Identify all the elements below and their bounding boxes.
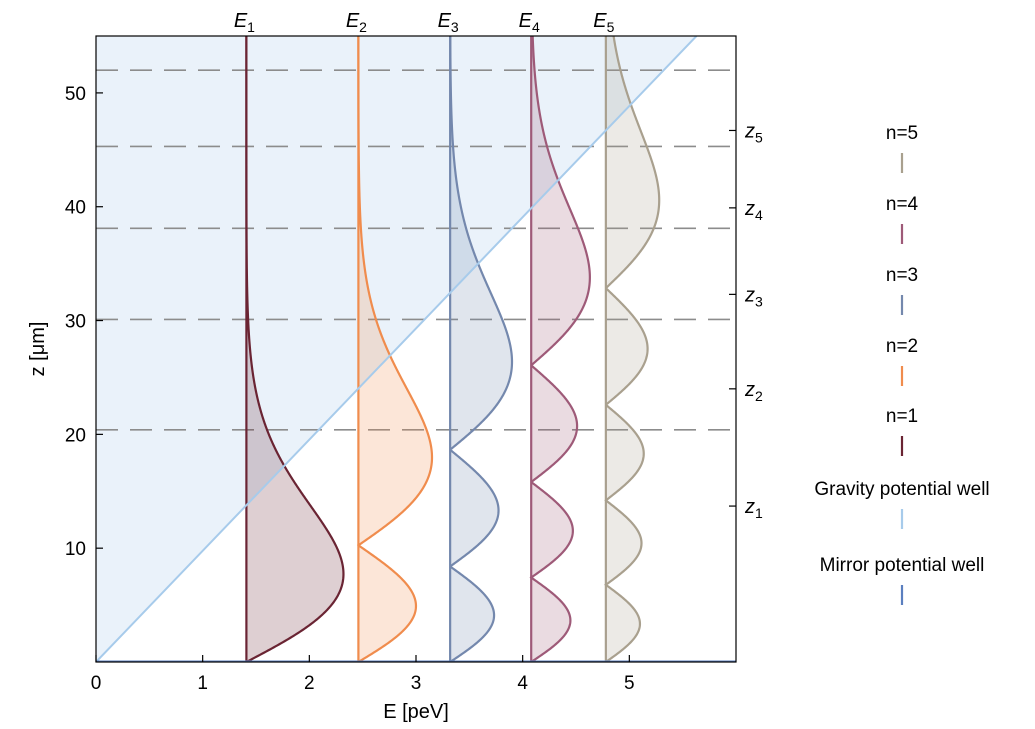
x-tick-label: 5 xyxy=(624,673,635,694)
x-tick-label: 0 xyxy=(91,673,102,694)
y-tick-label: 10 xyxy=(65,539,86,560)
plot-area xyxy=(96,36,736,662)
wavefunction-curve-n3 xyxy=(449,36,514,662)
x-tick-label: 2 xyxy=(304,673,315,694)
y-tick-label: 50 xyxy=(65,84,86,105)
energy-label-2: E2 xyxy=(346,10,367,35)
gravity-potential-line xyxy=(96,36,698,662)
y-tick-label: 30 xyxy=(65,312,86,333)
legend: n=5 n=4 n=3 n=2 n=1 Gravity potential well Mir… xyxy=(814,123,990,605)
turning-point-label-5: z5 xyxy=(744,120,763,145)
turning-point-label-3: z3 xyxy=(744,284,763,309)
wavefunction-curve-n4 xyxy=(529,36,591,662)
y-tick-label: 20 xyxy=(65,425,86,446)
energy-label-5: E5 xyxy=(593,10,614,35)
legend-label: n=5 xyxy=(886,123,918,144)
turning-point-label-4: z4 xyxy=(744,198,763,223)
x-axis-title: E [peV] xyxy=(383,701,449,723)
turning-point-label-1: z1 xyxy=(744,496,763,521)
wavefunction-fill-n5 xyxy=(605,36,660,662)
wavefunction-curve-n2 xyxy=(356,36,434,662)
energy-label-4: E4 xyxy=(519,10,540,35)
x-tick-label: 1 xyxy=(197,673,208,694)
y-axis-title: z [μm] xyxy=(27,322,49,377)
legend-label: n=2 xyxy=(886,336,918,357)
turning-point-label-2: z2 xyxy=(744,379,763,404)
wavefunction-fill-n2 xyxy=(358,36,432,662)
energy-label-1: E1 xyxy=(234,10,255,35)
legend-label: Gravity potential well xyxy=(814,479,989,500)
y-tick-label: 40 xyxy=(65,198,86,219)
wavefunction-fill-n1 xyxy=(246,36,344,662)
legend-label: n=3 xyxy=(886,265,918,286)
legend-label: Mirror potential well xyxy=(820,555,985,576)
x-tick-label: 4 xyxy=(517,673,528,694)
wavefunction-curve-n1 xyxy=(245,36,345,662)
legend-label: n=1 xyxy=(886,406,918,427)
energy-label-3: E3 xyxy=(438,10,459,35)
wavefunction-curve-n5 xyxy=(604,36,661,662)
wavefunction-fill-n3 xyxy=(450,36,512,662)
x-tick-label: 3 xyxy=(411,673,422,694)
legend-label: n=4 xyxy=(886,194,919,215)
axes: 0 1 2 3 4 5 10 20 30 40 50 E [peV] z [μm] xyxy=(27,84,635,723)
